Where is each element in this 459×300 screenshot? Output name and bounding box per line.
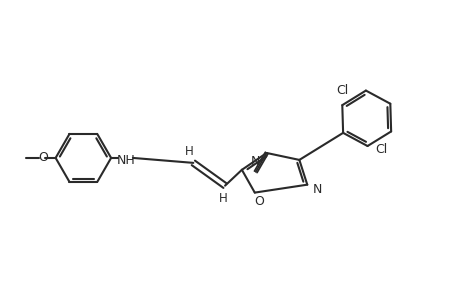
Text: O: O: [38, 152, 48, 164]
Text: H: H: [185, 146, 193, 158]
Text: N: N: [312, 183, 321, 196]
Text: Cl: Cl: [375, 143, 386, 157]
Text: NH: NH: [116, 154, 135, 167]
Text: O: O: [253, 195, 263, 208]
Text: H: H: [218, 192, 227, 205]
Text: Cl: Cl: [336, 84, 347, 97]
Text: N: N: [251, 155, 260, 168]
